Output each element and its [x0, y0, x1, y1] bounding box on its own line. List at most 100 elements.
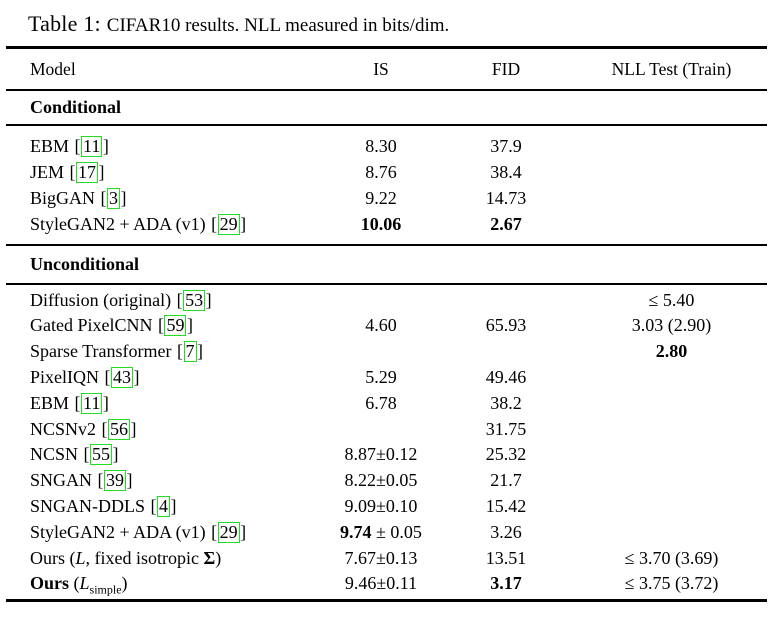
- top-rule: [6, 46, 767, 49]
- model-name-part: Ours: [30, 573, 70, 594]
- is-cell: 6.78: [365, 392, 397, 413]
- header-row: Model IS FID NLL Test (Train): [6, 49, 767, 89]
- model-cell: Sparse Transformer[7]: [6, 341, 326, 363]
- citation-link[interactable]: 11: [81, 392, 103, 414]
- fid-cell: 2.67: [490, 213, 522, 234]
- is-cell: 4.60: [365, 315, 397, 336]
- citation: [11]: [74, 392, 109, 414]
- citation-link[interactable]: 7: [183, 341, 197, 363]
- model-cell: Ours (Lsimple): [6, 573, 326, 597]
- model-cell: NCSNv2[56]: [6, 418, 326, 440]
- column-header-model: Model: [30, 58, 76, 79]
- citation-link[interactable]: 29: [217, 213, 240, 235]
- model-name: NCSNv2: [30, 418, 97, 439]
- section-rule: [6, 124, 767, 126]
- fid-cell: 21.7: [490, 470, 522, 491]
- section-rule: [6, 244, 767, 247]
- model-name: StyleGAN2 + ADA (v1): [30, 213, 206, 234]
- citation-link[interactable]: 17: [76, 162, 99, 184]
- cite-bracket: [: [104, 366, 111, 387]
- model-name: SNGAN: [30, 470, 93, 491]
- cite-bracket: [: [97, 470, 104, 491]
- is-cell: 8.30: [365, 136, 397, 157]
- section-title: Conditional: [30, 97, 122, 117]
- cite-bracket: [: [74, 392, 81, 413]
- model-cell: EBM[11]: [6, 392, 326, 414]
- table-row: Sparse Transformer[7] 2.80: [6, 339, 767, 365]
- model-name-part: ): [215, 547, 222, 568]
- math-subscript: simple: [89, 582, 122, 597]
- nll-cell: 2.80: [655, 341, 688, 362]
- model-cell: StyleGAN2 + ADA (v1)[29]: [6, 213, 326, 235]
- citation-link[interactable]: 4: [157, 495, 171, 517]
- cite-bracket: [: [157, 315, 164, 336]
- model-cell: EBM[11]: [6, 136, 326, 158]
- table-row: EBM[11] 6.78 38.2: [6, 390, 767, 416]
- is-cell: 9.09±0.10: [344, 495, 418, 516]
- cite-bracket: ]: [120, 187, 127, 208]
- cite-bracket: ]: [240, 521, 247, 542]
- model-name-part: , fixed isotropic: [85, 547, 204, 568]
- is-cell: 9.74 ± 0.05: [326, 522, 436, 543]
- fid-cell: 65.93: [485, 315, 527, 336]
- is-cell: 8.87±0.12: [344, 444, 418, 465]
- fid-cell: 13.51: [485, 547, 527, 568]
- math-L: L: [79, 573, 90, 594]
- model-name: EBM: [30, 392, 70, 413]
- is-cell: 8.76: [365, 162, 397, 183]
- is-value-tail: ± 0.05: [371, 521, 422, 542]
- section-header-unconditional: Unconditional: [6, 246, 767, 283]
- cite-bracket: [: [83, 444, 90, 465]
- table-row: StyleGAN2 + ADA (v1)[29] 9.74 ± 0.05 3.2…: [6, 519, 767, 545]
- citation-link[interactable]: 3: [107, 187, 121, 209]
- model-name: Gated PixelCNN: [30, 315, 153, 336]
- citation-link[interactable]: 56: [108, 418, 131, 440]
- citation: [11]: [74, 136, 109, 158]
- table-row: SNGAN-DDLS[4] 9.09±0.10 15.42: [6, 494, 767, 520]
- column-header-is: IS: [373, 58, 389, 79]
- citation-link[interactable]: 43: [111, 366, 133, 388]
- is-cell: 9.22: [365, 187, 397, 208]
- fid-cell: 3.17: [490, 573, 522, 594]
- cite-bracket: ]: [133, 366, 140, 387]
- conditional-rows: EBM[11] 8.30 37.9 JEM[17] 8.76 38.4 BigG…: [6, 126, 767, 244]
- table-row: BigGAN[3] 9.22 14.73: [6, 186, 767, 212]
- is-cell: 9.46±0.11: [344, 573, 418, 594]
- math-L: L: [75, 547, 86, 568]
- citation: [3]: [100, 187, 127, 209]
- citation: [4]: [150, 495, 177, 517]
- is-cell: 7.67±0.13: [344, 547, 418, 568]
- model-name: Diffusion (original): [30, 289, 172, 310]
- is-value-bold: 9.74: [340, 521, 372, 542]
- results-table: Model IS FID NLL Test (Train) Conditiona…: [6, 46, 767, 602]
- model-cell: Gated PixelCNN[59]: [6, 315, 326, 337]
- model-name: JEM: [30, 162, 65, 183]
- cite-bracket: [: [177, 341, 183, 362]
- model-name: BigGAN: [30, 187, 96, 208]
- model-name: SNGAN-DDLS: [30, 495, 146, 516]
- table-caption-label: Table 1:: [28, 11, 101, 36]
- model-cell: BigGAN[3]: [6, 187, 326, 209]
- table-row: JEM[17] 8.76 38.4: [6, 160, 767, 186]
- citation-link[interactable]: 29: [217, 521, 240, 543]
- citation-link[interactable]: 55: [90, 444, 113, 466]
- citation-link[interactable]: 53: [183, 289, 206, 311]
- cite-bracket: [: [69, 162, 76, 183]
- fid-cell: 3.26: [490, 521, 522, 542]
- citation-link[interactable]: 39: [104, 470, 127, 492]
- citation-link[interactable]: 59: [164, 315, 187, 337]
- citation: [29]: [211, 521, 247, 543]
- model-name-part: (: [69, 573, 80, 594]
- table-row: Ours (L, fixed isotropic Σ) 7.67±0.13 13…: [6, 545, 767, 571]
- unconditional-rows: Diffusion (original)[53] ≤ 5.40 Gated Pi…: [6, 285, 767, 599]
- cite-bracket: [: [100, 187, 107, 208]
- fid-cell: 14.73: [485, 187, 527, 208]
- fid-cell: 38.4: [490, 162, 522, 183]
- fid-cell: 25.32: [485, 444, 527, 465]
- cite-bracket: ]: [170, 495, 177, 516]
- cite-bracket: ]: [130, 418, 137, 439]
- cite-bracket: [: [211, 213, 218, 234]
- model-name: StyleGAN2 + ADA (v1): [30, 521, 206, 542]
- citation-link[interactable]: 11: [81, 136, 103, 158]
